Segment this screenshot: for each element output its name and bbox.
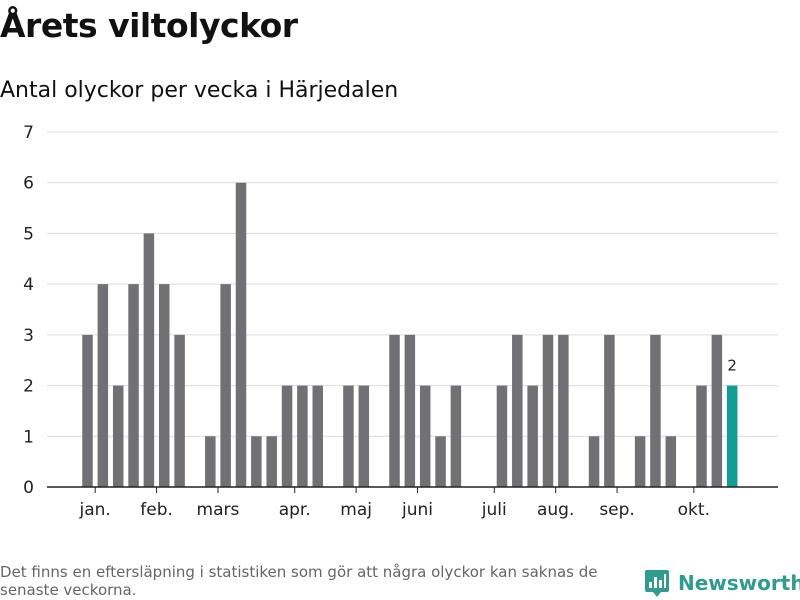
bar bbox=[174, 334, 185, 487]
bar bbox=[389, 334, 400, 487]
bar bbox=[312, 385, 323, 487]
bar bbox=[220, 284, 231, 487]
y-tick-label: 7 bbox=[23, 123, 34, 143]
brand-logo: Newsworthy bbox=[644, 568, 800, 598]
bar bbox=[588, 436, 600, 487]
bar bbox=[97, 284, 109, 487]
chart-subtitle: Antal olyckor per vecka i Härjedalen bbox=[0, 78, 399, 103]
bar bbox=[558, 334, 569, 487]
bar bbox=[665, 436, 677, 487]
y-tick-label: 0 bbox=[23, 478, 34, 498]
x-tick-label: okt. bbox=[678, 500, 710, 520]
y-tick-label: 6 bbox=[23, 174, 34, 194]
y-axis-ticks: 0 1 2 3 4 5 6 7 bbox=[23, 123, 34, 498]
x-tick-label: aug. bbox=[537, 500, 574, 520]
newsworthy-logo-icon bbox=[645, 570, 669, 597]
y-tick-label: 3 bbox=[23, 326, 34, 346]
x-tick-label: jan. bbox=[79, 500, 111, 520]
x-tick-label: apr. bbox=[279, 500, 311, 520]
bar bbox=[496, 385, 508, 487]
bar bbox=[297, 385, 308, 487]
bar bbox=[435, 436, 446, 487]
footnote: Det finns en eftersläpning i statistiken… bbox=[0, 563, 598, 599]
bar bbox=[343, 385, 354, 487]
x-tick-label: mars bbox=[197, 500, 240, 520]
x-tick-label: feb. bbox=[140, 500, 173, 520]
bar bbox=[527, 385, 538, 487]
bar bbox=[128, 284, 139, 487]
bar bbox=[358, 385, 370, 487]
bar bbox=[650, 334, 661, 487]
bar bbox=[696, 385, 707, 487]
bar bbox=[604, 334, 615, 487]
brand-name: Newsworthy bbox=[678, 571, 800, 595]
bar-value-label: 2 bbox=[727, 357, 737, 375]
bar bbox=[450, 385, 462, 487]
bar bbox=[512, 334, 523, 487]
chart-title: Årets viltolyckor bbox=[0, 6, 298, 45]
bar bbox=[419, 385, 431, 487]
x-tick-label: sep. bbox=[599, 500, 635, 520]
bar bbox=[634, 436, 646, 487]
data-labels: 2 bbox=[727, 357, 737, 375]
x-axis: jan. feb. mars apr. maj juni juli aug. sep. okt. bbox=[47, 486, 778, 520]
bar bbox=[205, 436, 216, 487]
bar bbox=[266, 436, 277, 487]
bars bbox=[82, 182, 738, 487]
bar bbox=[251, 436, 262, 487]
y-tick-label: 2 bbox=[23, 377, 34, 397]
y-tick-label: 1 bbox=[23, 427, 34, 447]
bar bbox=[82, 334, 93, 487]
x-tick-label: juli bbox=[481, 500, 507, 520]
bar bbox=[112, 385, 124, 487]
bar bbox=[235, 182, 247, 487]
y-tick-label: 4 bbox=[23, 275, 34, 295]
bar bbox=[281, 385, 293, 487]
bar bbox=[711, 334, 723, 487]
bar bbox=[143, 233, 155, 487]
bar bbox=[542, 334, 554, 487]
bar bbox=[159, 284, 170, 487]
bar bbox=[726, 385, 738, 487]
bar bbox=[404, 334, 416, 487]
x-tick-label: maj bbox=[340, 500, 372, 520]
y-tick-label: 5 bbox=[23, 224, 34, 244]
x-tick-label: juni bbox=[401, 500, 433, 520]
bar-chart: 0 1 2 3 4 5 6 7 jan. feb. mars apr. maj juni juli aug.… bbox=[23, 123, 778, 520]
